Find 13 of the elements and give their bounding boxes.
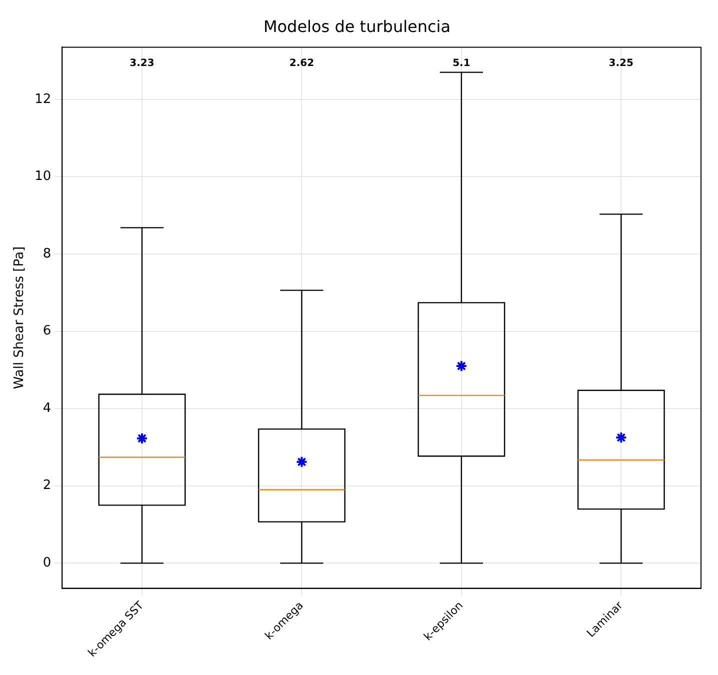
y-tick-label: 10 <box>34 169 52 184</box>
text: 3.23 <box>130 58 154 69</box>
text: 3.25 <box>608 58 634 69</box>
y-tick-label: 6 <box>42 324 52 339</box>
text: 2.62 <box>289 58 314 69</box>
y-axis-title: Wall Shear Stress [Pa] <box>12 246 28 390</box>
text: 5.1 <box>452 58 470 69</box>
chart-title: Modelos de turbulencia <box>263 16 451 36</box>
y-tick-label: 0 <box>42 556 52 571</box>
y-tick-label: 8 <box>42 246 52 262</box>
y-tick-label: 2 <box>42 478 52 494</box>
y-tick-label: 4 <box>42 400 52 416</box>
y-tick-label: 12 <box>34 92 52 107</box>
